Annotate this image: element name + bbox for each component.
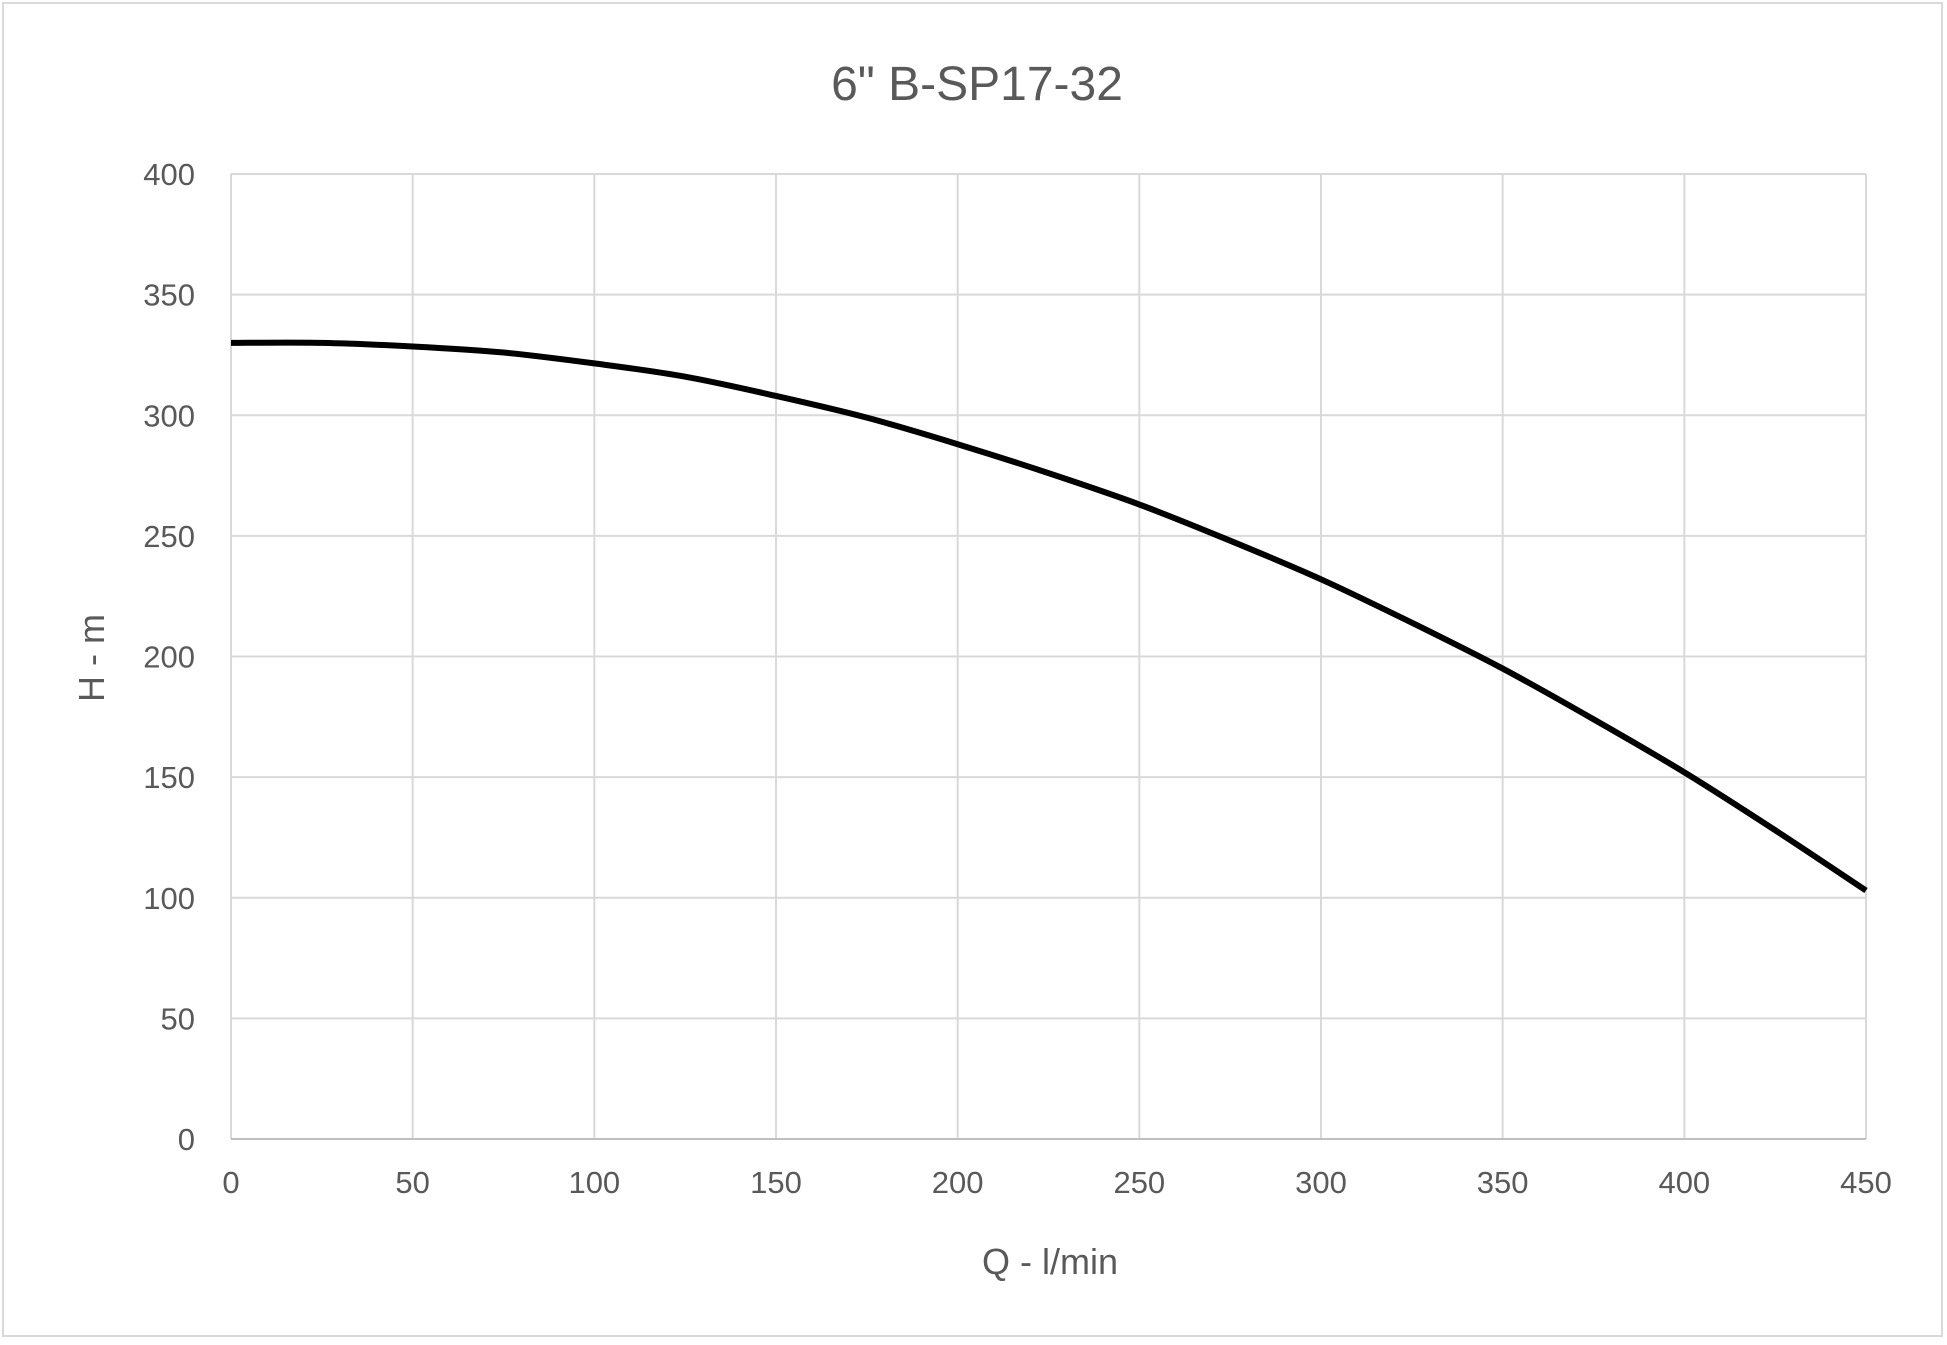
x-tick-label: 450 — [1840, 1165, 1892, 1200]
y-tick-label: 350 — [143, 278, 195, 313]
y-tick-label: 200 — [143, 640, 195, 675]
series-line — [230, 339, 1868, 894]
series-layer — [230, 339, 1868, 894]
y-tick-label: 300 — [143, 398, 195, 433]
x-tick-label: 0 — [222, 1165, 239, 1200]
x-tick-label: 350 — [1477, 1165, 1529, 1200]
x-tick-label: 250 — [1113, 1165, 1165, 1200]
y-tick-label: 0 — [178, 1122, 195, 1157]
y-tick-label: 250 — [143, 519, 195, 554]
x-tick-label: 100 — [568, 1165, 620, 1200]
y-tick-label: 50 — [161, 1001, 195, 1036]
x-tick-label: 300 — [1295, 1165, 1347, 1200]
y-tick-label: 150 — [143, 760, 195, 795]
y-tick-label: 100 — [143, 881, 195, 916]
x-tick-label: 200 — [932, 1165, 984, 1200]
tick-labels: 0 50 100 150 200 250 300 350 400 0 50 100 150 200 250 3… — [143, 157, 1892, 1200]
chart-title: 6" B-SP17-32 — [831, 58, 1123, 111]
x-tick-label: 150 — [750, 1165, 802, 1200]
y-axis-title: H - m — [71, 614, 112, 702]
x-tick-label: 400 — [1658, 1165, 1710, 1200]
grid — [230, 173, 1867, 1139]
y-tick-label: 400 — [143, 157, 195, 192]
chart: 0 50 100 150 200 250 300 350 400 0 50 100 150 200 250 3… — [71, 58, 1892, 1282]
x-axis-title: Q - l/min — [982, 1241, 1118, 1282]
x-tick-label: 50 — [395, 1165, 429, 1200]
